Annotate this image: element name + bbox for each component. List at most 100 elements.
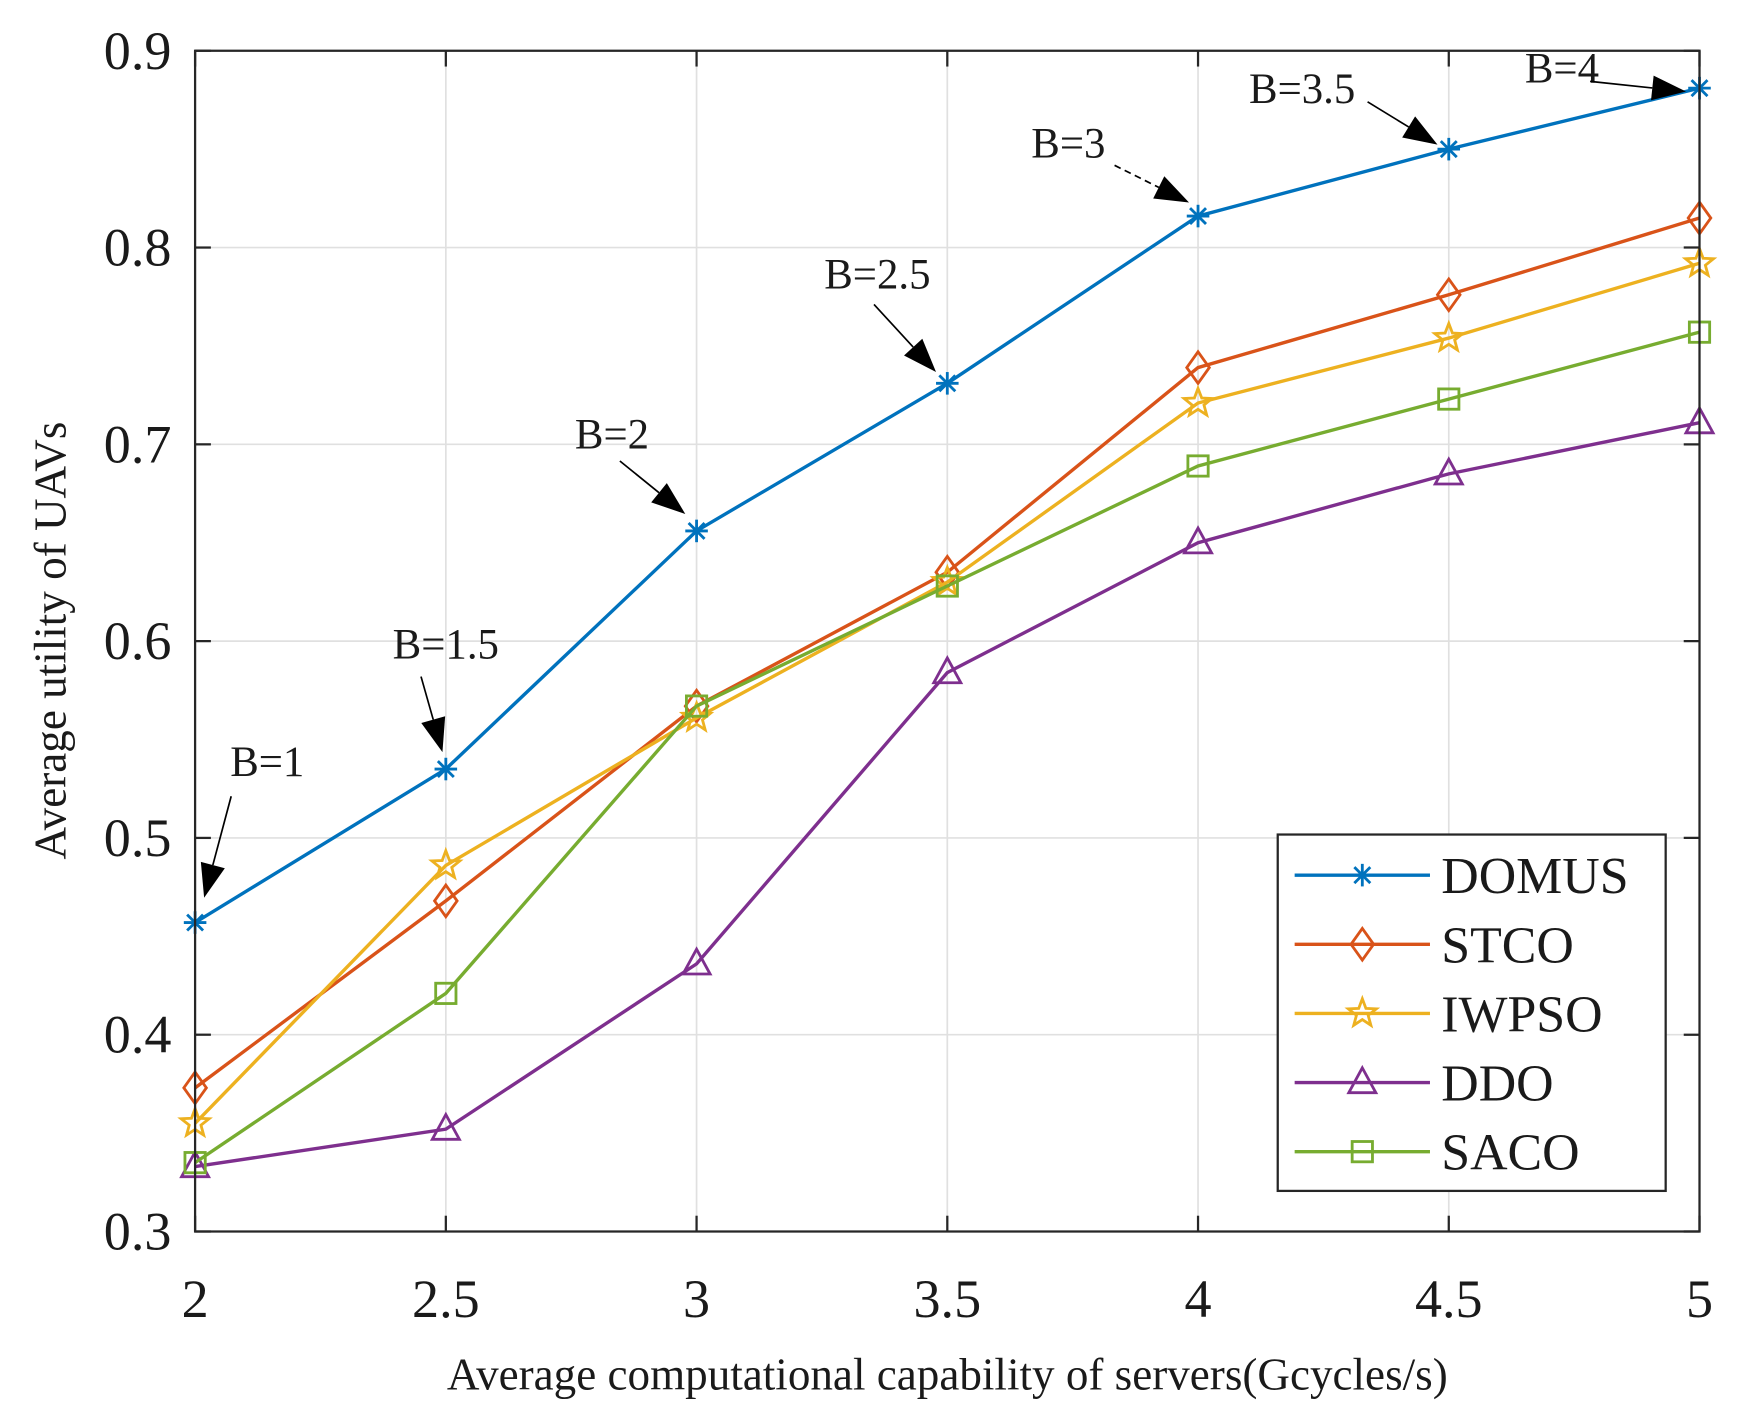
annotation-arrow-head bbox=[904, 338, 937, 373]
diamond-shape bbox=[1349, 926, 1376, 963]
x-tick-label: 3 bbox=[683, 1269, 710, 1329]
square-shape bbox=[935, 574, 959, 598]
asterisk-stroke bbox=[436, 760, 455, 779]
triangle-marker bbox=[1346, 1064, 1379, 1095]
x-tick-label: 2 bbox=[182, 1269, 209, 1329]
star-marker bbox=[428, 846, 464, 881]
annotation: B=1.5 bbox=[393, 622, 499, 753]
legend-label: IWPSO bbox=[1441, 986, 1602, 1043]
legend: DOMUS STCO IWPSO DDO SACO bbox=[1276, 833, 1667, 1193]
asterisk-stroke bbox=[938, 374, 957, 393]
square-shape bbox=[1186, 454, 1210, 478]
series-group bbox=[177, 76, 1718, 1179]
annotation: B=1 bbox=[200, 739, 304, 898]
star-shape bbox=[428, 846, 464, 881]
annotation-arrow-shaft bbox=[619, 460, 660, 494]
asterisk-marker bbox=[1351, 863, 1374, 887]
y-axis-label: Average utility of UAVs bbox=[25, 422, 75, 860]
asterisk-stroke bbox=[1189, 207, 1208, 226]
legend-entry-domus: DOMUS bbox=[1294, 848, 1629, 905]
square-marker bbox=[1437, 387, 1461, 411]
triangle-shape bbox=[931, 655, 964, 685]
triangle-shape bbox=[680, 946, 713, 976]
star-marker bbox=[1344, 994, 1381, 1029]
x-tick-label: 5 bbox=[1686, 1269, 1713, 1329]
annotation-label: B=3.5 bbox=[1249, 66, 1355, 113]
annotation-arrow-head bbox=[1651, 75, 1686, 101]
axis-ticks: 2 2.5 3 3.5 4 4.5 5 0.3 0.4 0.5 0.6 0.7 0.8 0.9 bbox=[104, 21, 1713, 1329]
triangle-shape bbox=[429, 1111, 462, 1141]
annotation-arrow-head bbox=[1402, 116, 1438, 145]
x-tick-label: 2.5 bbox=[412, 1269, 480, 1329]
square-marker bbox=[1350, 1140, 1374, 1164]
asterisk-stroke bbox=[1353, 866, 1372, 885]
annotations: B=1 B=1.5 B=2 B=2.5 B=3 B=3.5 B=4 bbox=[200, 46, 1686, 898]
asterisk-marker bbox=[936, 372, 959, 395]
triangle-marker bbox=[429, 1111, 462, 1141]
triangle-marker bbox=[931, 655, 964, 685]
square-shape bbox=[685, 694, 709, 718]
annotation-arrow-shaft bbox=[873, 303, 914, 348]
series-line bbox=[194, 421, 1700, 1169]
series-iwpso bbox=[177, 244, 1718, 1139]
annotation-arrow-shaft bbox=[1114, 164, 1160, 189]
star-marker bbox=[1431, 319, 1467, 354]
legend-entry-ddo: DDO bbox=[1294, 1056, 1554, 1113]
annotation-arrow-head bbox=[1153, 176, 1190, 203]
legend-entry-iwpso: IWPSO bbox=[1294, 986, 1603, 1043]
square-shape bbox=[434, 981, 458, 1005]
annotation-arrow-head bbox=[651, 483, 686, 515]
annotation-arrow-shaft bbox=[420, 676, 435, 720]
annotation-label: B=2.5 bbox=[824, 252, 930, 299]
annotation-label: B=1 bbox=[230, 739, 304, 786]
annotation-arrow-head bbox=[421, 716, 446, 753]
annotation-label: B=2 bbox=[575, 412, 649, 459]
triangle-marker bbox=[680, 946, 713, 976]
square-marker bbox=[685, 694, 709, 718]
annotation-arrow-shaft bbox=[212, 796, 233, 866]
asterisk-marker bbox=[1186, 204, 1210, 228]
square-shape bbox=[1437, 387, 1461, 411]
diamond-shape bbox=[432, 882, 459, 920]
asterisk-stroke bbox=[1439, 140, 1458, 159]
annotation-arrow-head bbox=[200, 861, 225, 898]
legend-label: STCO bbox=[1441, 917, 1574, 974]
legend-label: DOMUS bbox=[1441, 848, 1628, 905]
legend-entry-saco: SACO bbox=[1294, 1125, 1580, 1182]
diamond-marker bbox=[1349, 926, 1376, 963]
star-shape bbox=[1180, 384, 1216, 419]
asterisk-marker bbox=[1437, 137, 1461, 161]
asterisk-marker bbox=[685, 519, 708, 543]
diamond-marker bbox=[1185, 349, 1212, 386]
annotation-arrow-shaft bbox=[1590, 80, 1653, 89]
triangle-shape bbox=[1432, 456, 1465, 486]
series-line bbox=[193, 261, 1700, 1125]
x-tick-label: 4 bbox=[1185, 1269, 1212, 1329]
star-shape bbox=[1431, 319, 1467, 354]
annotation-label: B=1.5 bbox=[393, 622, 499, 669]
legend-label: SACO bbox=[1441, 1125, 1579, 1182]
series-line bbox=[194, 330, 1700, 1165]
star-marker bbox=[1180, 384, 1216, 419]
triangle-shape bbox=[1346, 1064, 1379, 1095]
legend-entry-stco: STCO bbox=[1294, 917, 1574, 974]
y-tick-label: 0.3 bbox=[104, 1202, 172, 1262]
diamond-shape bbox=[1435, 276, 1462, 313]
annotation: B=4 bbox=[1525, 46, 1686, 101]
square-marker bbox=[935, 574, 959, 598]
annotation: B=2 bbox=[575, 412, 686, 515]
annotation: B=3.5 bbox=[1249, 66, 1438, 145]
asterisk-marker bbox=[434, 757, 458, 781]
asterisk-stroke bbox=[687, 521, 706, 540]
diamond-marker bbox=[1435, 276, 1462, 313]
y-tick-label: 0.9 bbox=[104, 21, 172, 81]
y-tick-label: 0.7 bbox=[104, 414, 172, 474]
square-shape bbox=[1350, 1140, 1374, 1164]
y-tick-label: 0.4 bbox=[104, 1005, 172, 1065]
annotation: B=2.5 bbox=[824, 252, 937, 373]
diamond-marker bbox=[432, 882, 459, 920]
x-tick-label: 4.5 bbox=[1415, 1269, 1483, 1329]
y-tick-label: 0.5 bbox=[104, 808, 172, 868]
annotation-label: B=4 bbox=[1525, 46, 1599, 93]
annotation-label: B=3 bbox=[1031, 120, 1105, 167]
